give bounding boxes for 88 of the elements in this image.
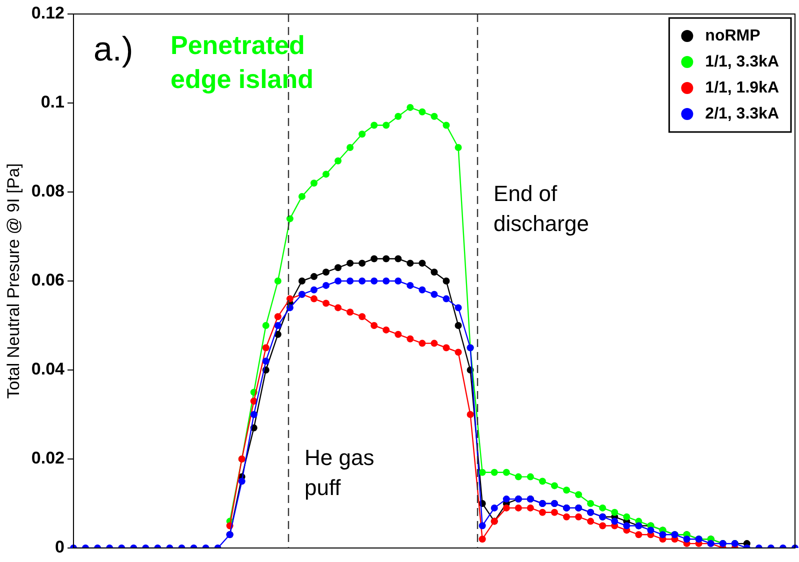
point — [334, 157, 342, 164]
point — [430, 268, 438, 276]
point — [322, 170, 330, 178]
point — [370, 122, 378, 129]
point — [514, 504, 522, 512]
point — [322, 268, 330, 276]
legend-label: 1/1, 3.3kA — [705, 53, 780, 70]
point — [478, 536, 486, 543]
point — [538, 508, 546, 516]
annotation: a.) — [93, 30, 134, 68]
point — [454, 144, 462, 151]
point — [298, 192, 306, 200]
y-tick-label: 0.08 — [31, 182, 64, 201]
point — [635, 531, 642, 538]
y-tick-label: 0.1 — [40, 92, 64, 112]
point — [587, 500, 594, 507]
point — [478, 468, 486, 476]
legend-label: 2/1, 3.3kA — [705, 105, 780, 122]
point — [346, 308, 354, 316]
y-tick-label: 0 — [55, 538, 64, 557]
point — [550, 482, 558, 490]
annotation: He gas puff — [304, 445, 374, 500]
point — [382, 255, 390, 262]
point — [623, 513, 630, 520]
point — [538, 478, 546, 485]
point — [310, 180, 318, 187]
point — [394, 330, 402, 338]
annotation: Penetrated edge island — [170, 30, 314, 94]
legend-label: 1/1, 1.9kA — [705, 79, 780, 96]
point — [563, 513, 570, 520]
y-tick-label: 0.12 — [31, 4, 64, 23]
annotation: End of discharge — [494, 181, 589, 236]
point — [442, 122, 450, 129]
point — [310, 273, 318, 280]
y-tick-label: 0.04 — [31, 360, 66, 379]
point — [587, 518, 594, 525]
legend-label: noRMP — [705, 27, 761, 44]
point — [370, 255, 378, 262]
point — [346, 144, 354, 151]
point — [575, 513, 582, 520]
point — [286, 215, 294, 222]
point — [430, 340, 438, 347]
point — [334, 304, 342, 312]
point — [563, 486, 570, 494]
point — [394, 112, 402, 120]
point — [346, 260, 354, 267]
point — [370, 322, 378, 329]
point — [430, 112, 438, 120]
point — [358, 260, 366, 267]
point — [502, 468, 510, 476]
point — [442, 344, 450, 352]
point — [358, 130, 366, 138]
y-axis-title: Total Neutral Presure @ 9I [Pa] — [4, 163, 23, 399]
point — [502, 504, 510, 512]
point — [490, 468, 498, 476]
point — [274, 278, 282, 284]
point — [406, 335, 414, 342]
y-tick-label: 0.02 — [31, 448, 64, 468]
point — [466, 411, 474, 418]
point — [454, 348, 462, 356]
point — [322, 300, 330, 307]
point — [262, 322, 270, 329]
point — [358, 313, 366, 320]
point — [262, 344, 270, 352]
point — [599, 522, 606, 530]
point — [310, 295, 318, 302]
point — [418, 340, 426, 347]
point — [526, 504, 534, 512]
point — [406, 260, 414, 267]
point — [394, 255, 402, 262]
point — [382, 122, 390, 129]
point — [298, 278, 306, 284]
y-tick-label: 0.06 — [31, 270, 64, 290]
point — [454, 322, 462, 329]
point — [550, 508, 558, 516]
point — [406, 104, 414, 111]
point — [418, 260, 426, 267]
point — [286, 295, 294, 302]
point — [611, 508, 618, 516]
point — [514, 473, 522, 480]
point — [274, 313, 282, 320]
point — [442, 278, 450, 284]
point — [418, 108, 426, 116]
point — [575, 491, 582, 498]
point — [526, 473, 534, 480]
point — [382, 326, 390, 334]
point — [334, 264, 342, 272]
point — [599, 504, 606, 512]
